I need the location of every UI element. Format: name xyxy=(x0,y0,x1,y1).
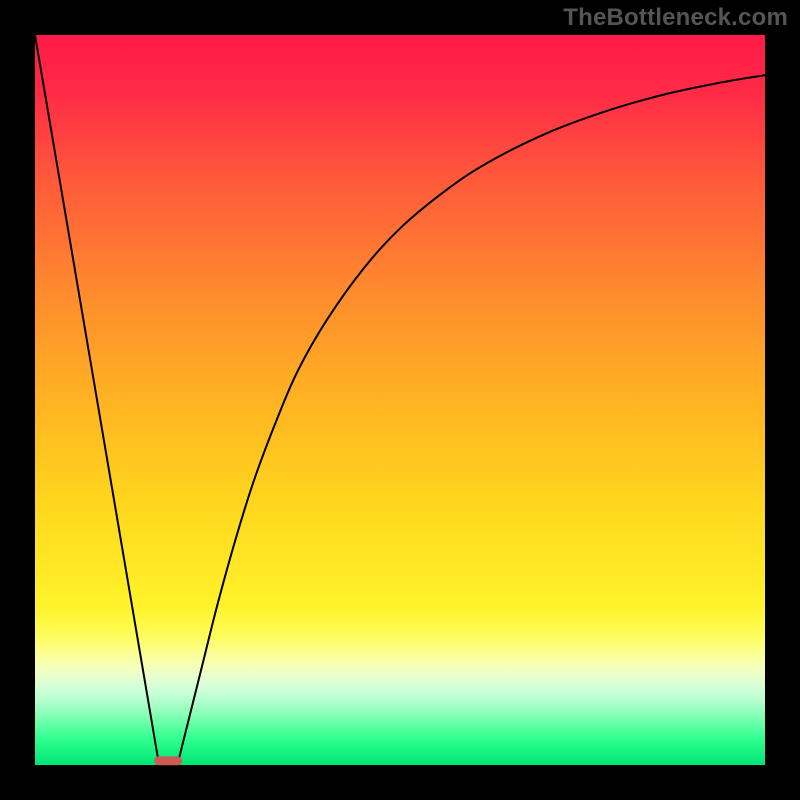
curve-right-branch xyxy=(177,75,765,765)
curve-left-branch xyxy=(35,35,159,765)
watermark-text: TheBottleneck.com xyxy=(563,4,788,32)
trough-marker xyxy=(154,756,182,765)
plot-area xyxy=(35,35,765,765)
curve-layer xyxy=(35,35,765,765)
figure-outer: TheBottleneck.com xyxy=(0,0,800,800)
